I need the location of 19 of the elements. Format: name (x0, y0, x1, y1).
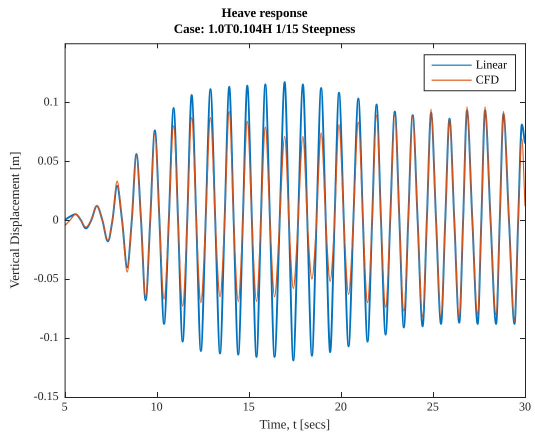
line-series (64, 106, 525, 322)
x-tick-label: 15 (242, 399, 255, 414)
x-tick-label: 30 (519, 399, 531, 414)
x-tick-label: 5 (62, 399, 68, 414)
y-tick-label: -0.1 (40, 330, 59, 344)
chart-subtitle: Case: 1.0T0.104H 1/15 Steepness (174, 20, 356, 36)
y-tick-label: 0 (52, 212, 59, 226)
x-tick-label: 25 (426, 399, 439, 414)
legend-label: Linear (476, 57, 508, 72)
x-tick-label: 20 (334, 399, 347, 414)
y-axis-title: Vertical Displacement [m] (7, 152, 22, 289)
y-tick-label: 0.1 (44, 94, 59, 108)
chart-title: Heave response (221, 5, 308, 20)
y-tick-label: -0.15 (34, 389, 59, 404)
x-tick-label: 10 (150, 399, 163, 414)
y-tick-label: -0.05 (34, 271, 59, 286)
legend-label: CFD (476, 72, 500, 86)
y-tick-label: 0.05 (38, 153, 59, 168)
x-axis-title: Time, t [secs] (259, 416, 330, 432)
